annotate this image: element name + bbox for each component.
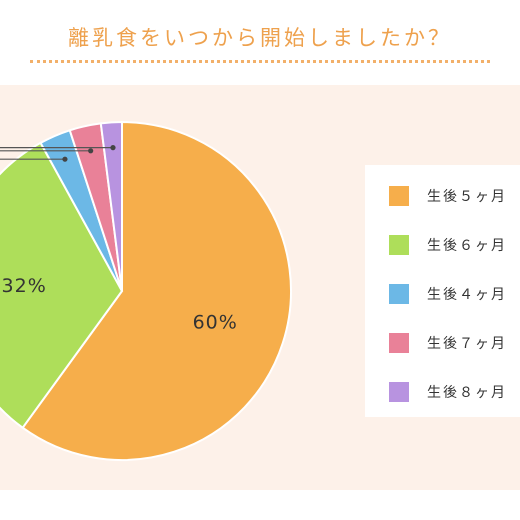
legend-swatch <box>389 333 409 353</box>
pie-slice-5-months <box>21 120 292 461</box>
slice-percent-label: 60% <box>193 311 238 333</box>
chart-legend: 生後５ヶ月 生後６ヶ月 生後４ヶ月 生後７ヶ月 生後８ヶ月 <box>365 165 520 417</box>
legend-swatch <box>389 235 409 255</box>
title-divider <box>30 60 490 63</box>
slice-percent-label: 32% <box>2 275 47 297</box>
legend-item-6-months: 生後６ヶ月 <box>389 235 507 255</box>
legend-label: 生後６ヶ月 <box>427 238 507 254</box>
chart-title: 離乳食をいつから開始しましたか？ <box>68 26 452 50</box>
leader-dot <box>110 145 116 151</box>
legend-item-8-months: 生後８ヶ月 <box>389 382 507 402</box>
pie-slice-6-months <box>0 141 124 430</box>
legend-swatch <box>389 382 409 402</box>
legend-label: 生後７ヶ月 <box>427 336 507 352</box>
leader-dot <box>62 156 68 162</box>
pie-chart: 60% 32% <box>0 120 292 461</box>
legend-label: 生後５ヶ月 <box>427 189 507 205</box>
legend-item-5-months: 生後５ヶ月 <box>389 186 507 206</box>
legend-item-7-months: 生後７ヶ月 <box>389 333 507 353</box>
leader-dot <box>88 148 94 154</box>
chart-panel: 60% 32% 生後５ヶ月 生後６ヶ月 生後４ヶ月 生後７ヶ月 生後８ヶ月 <box>0 85 520 490</box>
legend-item-4-months: 生後４ヶ月 <box>389 284 507 304</box>
legend-swatch <box>389 284 409 304</box>
legend-label: 生後８ヶ月 <box>427 385 507 401</box>
pie-slice-8-months <box>99 120 123 292</box>
legend-label: 生後４ヶ月 <box>427 287 507 303</box>
legend-swatch <box>389 186 409 206</box>
